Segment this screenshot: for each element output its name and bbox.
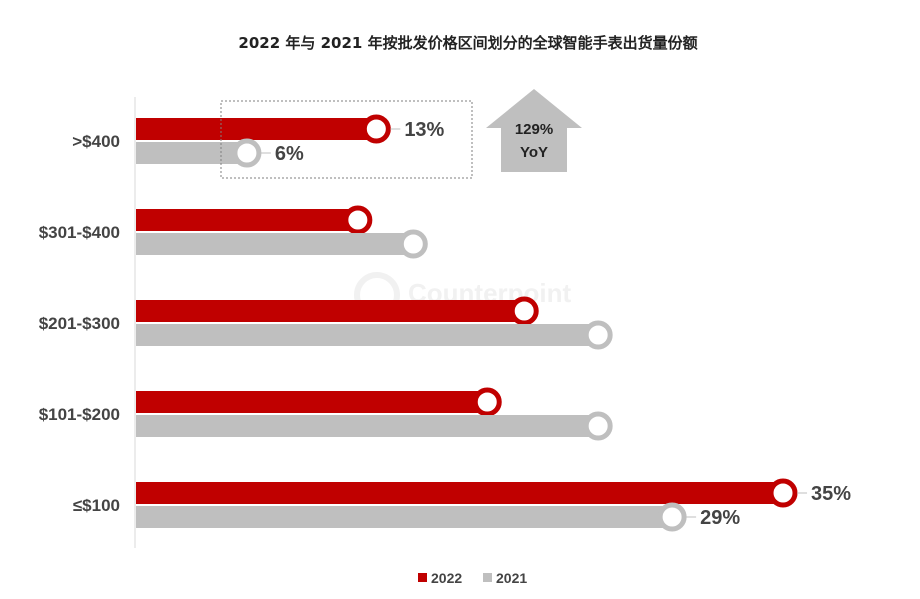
data-label: 29% bbox=[700, 507, 740, 529]
category-labels: >$400 $301-$400 $201-$300 $101-$200 ≤$100 bbox=[39, 132, 120, 515]
category-label: >$400 bbox=[72, 132, 120, 151]
bar-2021-2 bbox=[136, 324, 599, 346]
bar-end-marker bbox=[343, 205, 373, 235]
legend-label-2022: 2022 bbox=[431, 570, 462, 586]
callout-yoy: YoY bbox=[520, 144, 548, 161]
bar-end-marker bbox=[583, 411, 613, 441]
data-labels: 13% 6% 35% 29% bbox=[260, 119, 851, 529]
highlight-box bbox=[220, 100, 473, 179]
bar-2022-2 bbox=[136, 300, 525, 322]
bar-2021-0 bbox=[136, 142, 247, 164]
bars-layer bbox=[136, 114, 798, 532]
bar-2021-3 bbox=[136, 415, 599, 437]
bar-2022-0 bbox=[136, 118, 377, 140]
bar-end-marker bbox=[768, 478, 798, 508]
bar-end-marker bbox=[361, 114, 391, 144]
legend-swatch-2021 bbox=[483, 573, 492, 582]
bar-end-marker bbox=[657, 502, 687, 532]
bar-2022-1 bbox=[136, 209, 358, 231]
up-arrow-icon bbox=[486, 89, 582, 172]
category-label: $301-$400 bbox=[39, 223, 120, 242]
legend-label-2021: 2021 bbox=[496, 570, 527, 586]
bar-2022-4 bbox=[136, 482, 784, 504]
data-label: 13% bbox=[404, 119, 444, 141]
category-label: $101-$200 bbox=[39, 405, 120, 424]
bar-end-marker bbox=[398, 229, 428, 259]
bar-2021-4 bbox=[136, 506, 673, 528]
category-label: ≤$100 bbox=[73, 496, 120, 515]
bar-2021-1 bbox=[136, 233, 414, 255]
yoy-callout: 129% YoY bbox=[486, 89, 582, 172]
data-label: 35% bbox=[811, 483, 851, 505]
bar-end-marker bbox=[509, 296, 539, 326]
bar-end-marker bbox=[583, 320, 613, 350]
data-label: 6% bbox=[275, 143, 304, 165]
bar-end-marker bbox=[232, 138, 262, 168]
bar-2022-3 bbox=[136, 391, 488, 413]
category-label: $201-$300 bbox=[39, 314, 120, 333]
chart-title: 2022 年与 2021 年按批发价格区间划分的全球智能手表出货量份额 bbox=[238, 34, 697, 52]
bar-end-marker bbox=[472, 387, 502, 417]
callout-percent: 129% bbox=[515, 121, 553, 138]
legend-swatch-2022 bbox=[418, 573, 427, 582]
legend: 2022 2021 bbox=[418, 570, 527, 586]
